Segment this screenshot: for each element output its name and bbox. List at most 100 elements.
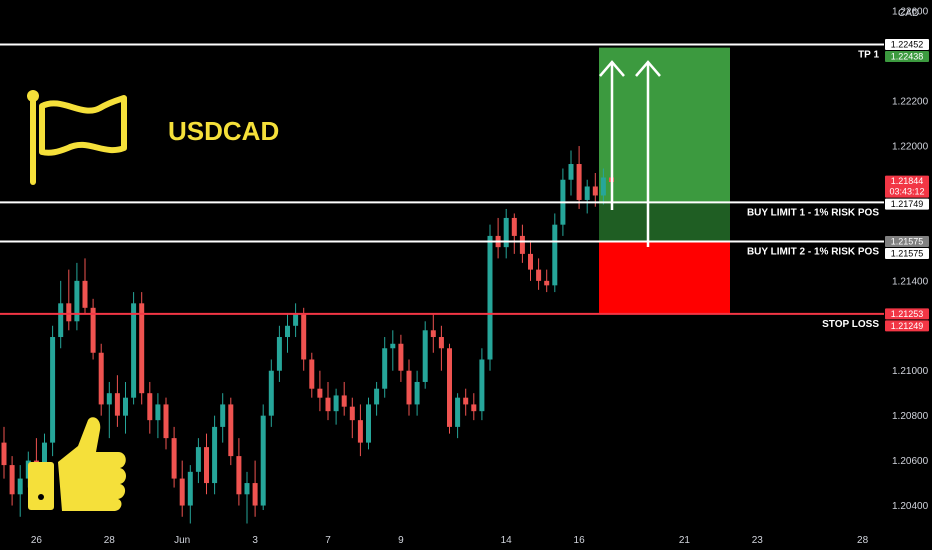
x-tick-label: 7	[325, 535, 331, 546]
candle-body	[228, 404, 234, 457]
time-axis: 26 28 Jun 3 7 9 14 16 21 23 28	[31, 535, 869, 546]
x-tick-label: 9	[398, 535, 404, 546]
candle-body	[236, 456, 242, 495]
x-tick-label: 14	[501, 535, 513, 546]
candle-body	[163, 404, 169, 439]
price-badge-text: 1.21575	[891, 237, 924, 247]
decorations: USDCAD	[27, 90, 279, 511]
candle-body	[479, 359, 485, 412]
candle-body	[1, 442, 7, 466]
position-zones	[599, 47, 730, 314]
candle-body	[382, 348, 388, 389]
candle-body	[293, 314, 299, 326]
price-badge-text: 1.21844	[891, 176, 924, 186]
candle-body	[276, 337, 282, 371]
candle-body	[285, 325, 290, 338]
candle-body	[98, 352, 104, 405]
target-arrows	[599, 60, 661, 247]
x-tick-label: 3	[252, 535, 258, 546]
x-tick-label: 16	[574, 535, 586, 546]
candle-body	[204, 447, 209, 484]
candle-body	[447, 348, 452, 427]
candle-body	[438, 337, 444, 349]
candle-body	[398, 343, 404, 371]
countdown-text: 03:43:12	[889, 187, 924, 197]
candle-body	[341, 395, 347, 407]
price-badge-text: 1.21749	[891, 199, 924, 209]
x-tick-label: Jun	[174, 535, 190, 546]
candle-body	[414, 381, 420, 405]
candle-body	[471, 404, 477, 412]
price-badge	[885, 320, 929, 332]
x-tick-label: 23	[752, 535, 764, 546]
candle-body	[195, 447, 201, 472]
y-tick-label: 1.22600	[892, 7, 929, 18]
candle-body	[106, 393, 112, 405]
candle-body	[17, 478, 23, 495]
zone-risk	[599, 241, 730, 314]
candle-body	[430, 330, 436, 338]
y-tick-label: 1.21000	[892, 366, 929, 377]
candle-body	[155, 404, 161, 421]
candle-body	[220, 404, 226, 427]
y-tick-label: 1.20600	[892, 456, 929, 467]
candle-body	[374, 388, 380, 405]
price-badge	[885, 248, 929, 260]
candle-body	[503, 217, 509, 248]
thumbs-up-icon	[28, 417, 126, 511]
candle-body	[179, 478, 185, 506]
candle-body	[74, 280, 80, 322]
candle-body	[487, 235, 493, 360]
zone-entry	[599, 202, 730, 242]
candle-body	[66, 303, 72, 322]
arrow-head-icon	[635, 60, 661, 77]
price-badge	[885, 38, 929, 50]
candle-body	[511, 217, 517, 236]
candle-body	[568, 164, 574, 180]
candle-body	[90, 307, 96, 353]
candle-body	[576, 164, 582, 200]
candle-body	[349, 406, 355, 421]
candle-body	[317, 388, 323, 398]
y-tick-label: 1.21400	[892, 276, 929, 287]
candle-body	[592, 186, 598, 196]
candle-body	[309, 359, 315, 389]
price-badge	[885, 175, 929, 198]
x-tick-label: 26	[31, 535, 43, 546]
x-tick-label: 21	[679, 535, 691, 546]
y-tick-label: 1.20800	[892, 411, 929, 422]
candle-body	[463, 397, 469, 405]
level-label: TP 1	[858, 49, 879, 60]
candles	[1, 146, 614, 524]
y-tick-label: 1.22200	[892, 97, 929, 108]
candle-body	[171, 438, 177, 479]
price-badge-text: 1.22438	[891, 51, 924, 61]
candle-body	[114, 393, 120, 416]
flag-icon	[27, 90, 127, 185]
price-badge-text: 1.21249	[891, 321, 924, 331]
candle-body	[9, 465, 15, 495]
candle-body	[519, 235, 525, 254]
price-levels: TP 1 BUY LIMIT 1 - 1% RISK POS BUY LIMIT 2…	[0, 43, 884, 330]
candle-body	[42, 442, 47, 472]
currency-label: CAD	[898, 8, 919, 19]
candle-body	[584, 186, 590, 200]
price-badge	[885, 50, 929, 62]
candle-body	[187, 471, 193, 506]
candle-body	[600, 177, 606, 196]
candle-body	[147, 393, 153, 421]
price-badge-text: 1.21253	[891, 309, 924, 319]
candle-body	[333, 395, 339, 412]
candle-body	[357, 420, 363, 443]
price-badge	[885, 236, 929, 248]
x-tick-label: 28	[857, 535, 869, 546]
candle-body	[366, 404, 371, 443]
price-badge-text: 1.22452	[891, 39, 924, 49]
candle-body	[131, 303, 137, 398]
level-label: BUY LIMIT 2 - 1% RISK POS	[747, 247, 879, 258]
candle-body	[390, 343, 396, 349]
price-badge	[885, 308, 929, 320]
